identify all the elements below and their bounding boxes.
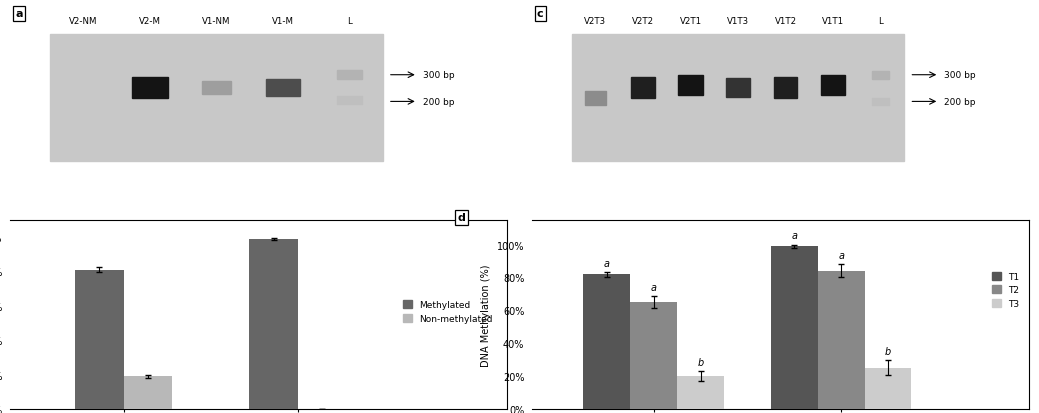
Bar [774, 78, 798, 98]
Bar [864, 368, 911, 409]
Text: V2T1: V2T1 [680, 17, 701, 26]
Bar [75, 270, 124, 409]
Text: V2T3: V2T3 [584, 17, 607, 26]
Bar [50, 35, 383, 162]
Bar [124, 376, 172, 409]
Text: 300 bp: 300 bp [944, 71, 976, 80]
Text: c: c [537, 9, 543, 19]
Text: V1-NM: V1-NM [203, 17, 231, 26]
Bar [202, 82, 232, 95]
Bar [132, 78, 168, 98]
Text: V2-M: V2-M [139, 17, 161, 26]
Text: V1-M: V1-M [272, 17, 294, 26]
Text: a: a [792, 231, 797, 241]
Text: V2T2: V2T2 [632, 17, 654, 26]
Text: V1T3: V1T3 [727, 17, 749, 26]
Bar [726, 79, 750, 98]
Legend: T1, T2, T3: T1, T2, T3 [992, 272, 1019, 309]
Bar [266, 79, 299, 97]
Text: V1T1: V1T1 [822, 17, 845, 26]
Text: a: a [16, 9, 23, 19]
Text: L: L [878, 17, 883, 26]
Bar [631, 78, 655, 98]
Bar [584, 275, 631, 409]
Bar [585, 91, 606, 105]
Text: d: d [457, 213, 465, 223]
Text: V1T2: V1T2 [774, 17, 797, 26]
Bar [678, 76, 702, 96]
Text: V2-NM: V2-NM [70, 17, 98, 26]
Bar [249, 239, 298, 409]
Text: 200 bp: 200 bp [944, 97, 976, 107]
Text: a: a [650, 282, 657, 292]
Text: L: L [347, 17, 352, 26]
Bar [771, 247, 818, 409]
Bar [677, 376, 724, 409]
Bar [337, 97, 363, 104]
Bar [873, 99, 889, 105]
Text: 200 bp: 200 bp [423, 97, 454, 107]
Bar [873, 72, 889, 79]
Bar [571, 35, 904, 162]
Bar [818, 271, 864, 409]
Text: a: a [838, 251, 844, 261]
Text: 300 bp: 300 bp [423, 71, 454, 80]
Bar [631, 302, 677, 409]
Legend: Methylated, Non-methylated: Methylated, Non-methylated [403, 300, 492, 323]
Text: a: a [604, 258, 610, 268]
Bar [821, 76, 846, 96]
Text: b: b [697, 357, 703, 367]
Y-axis label: DNA Methylation (%): DNA Methylation (%) [481, 263, 491, 366]
Bar [337, 71, 363, 80]
Text: b: b [885, 347, 891, 356]
